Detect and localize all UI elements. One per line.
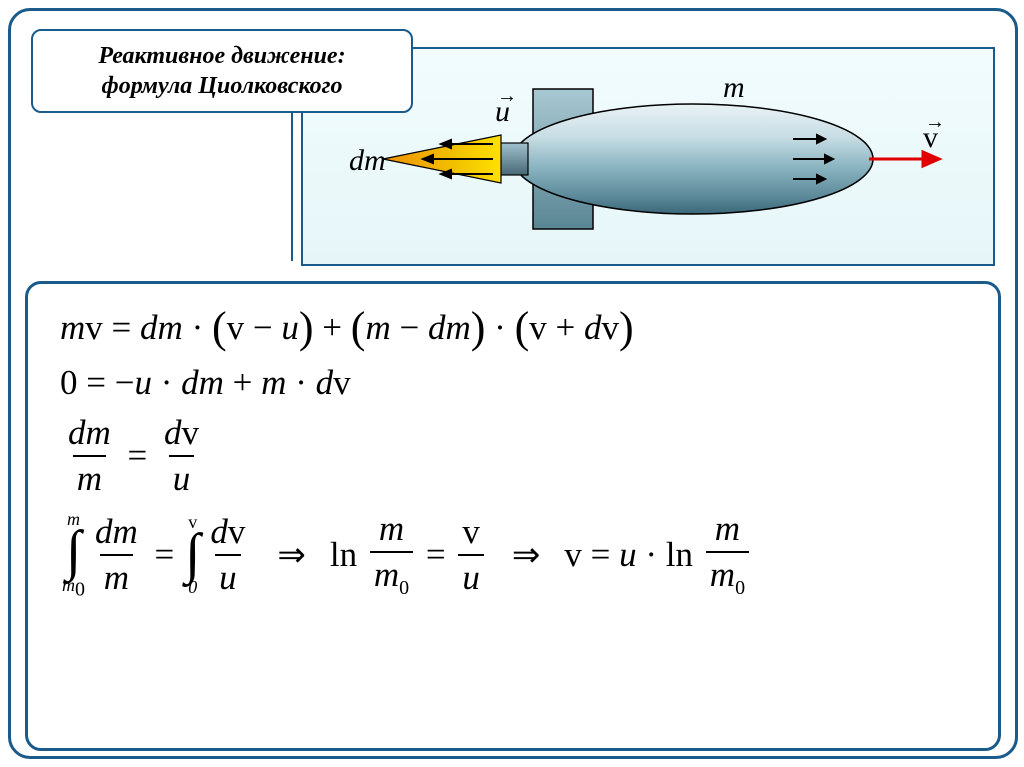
implies-arrow-2: ⇒ <box>512 535 541 575</box>
slide-frame: Реактивное движение: формула Циолковског… <box>8 8 1018 759</box>
label-m: m <box>723 71 745 105</box>
label-u: → u <box>495 95 510 129</box>
equation-3: dm m = dv u <box>60 413 978 499</box>
label-dm: dm <box>349 144 386 178</box>
title-line1: Реактивное движение: <box>47 41 397 71</box>
formula-panel: mv = dm · (v − u) + (m − dm) · (v + dv) … <box>25 281 1001 751</box>
equation-1: mv = dm · (v − u) + (m − dm) · (v + dv) <box>60 302 978 353</box>
label-v: → v <box>923 121 938 155</box>
title-line2: формула Циолковского <box>47 71 397 101</box>
title-box: Реактивное движение: формула Циолковског… <box>31 29 413 113</box>
equation-2: 0 = −u · dm + m · dv <box>60 363 978 403</box>
equation-4: m ∫ m0 dm m = v ∫ 0 dv u ⇒ ln m m <box>60 509 978 600</box>
implies-arrow-1: ⇒ <box>277 535 306 575</box>
